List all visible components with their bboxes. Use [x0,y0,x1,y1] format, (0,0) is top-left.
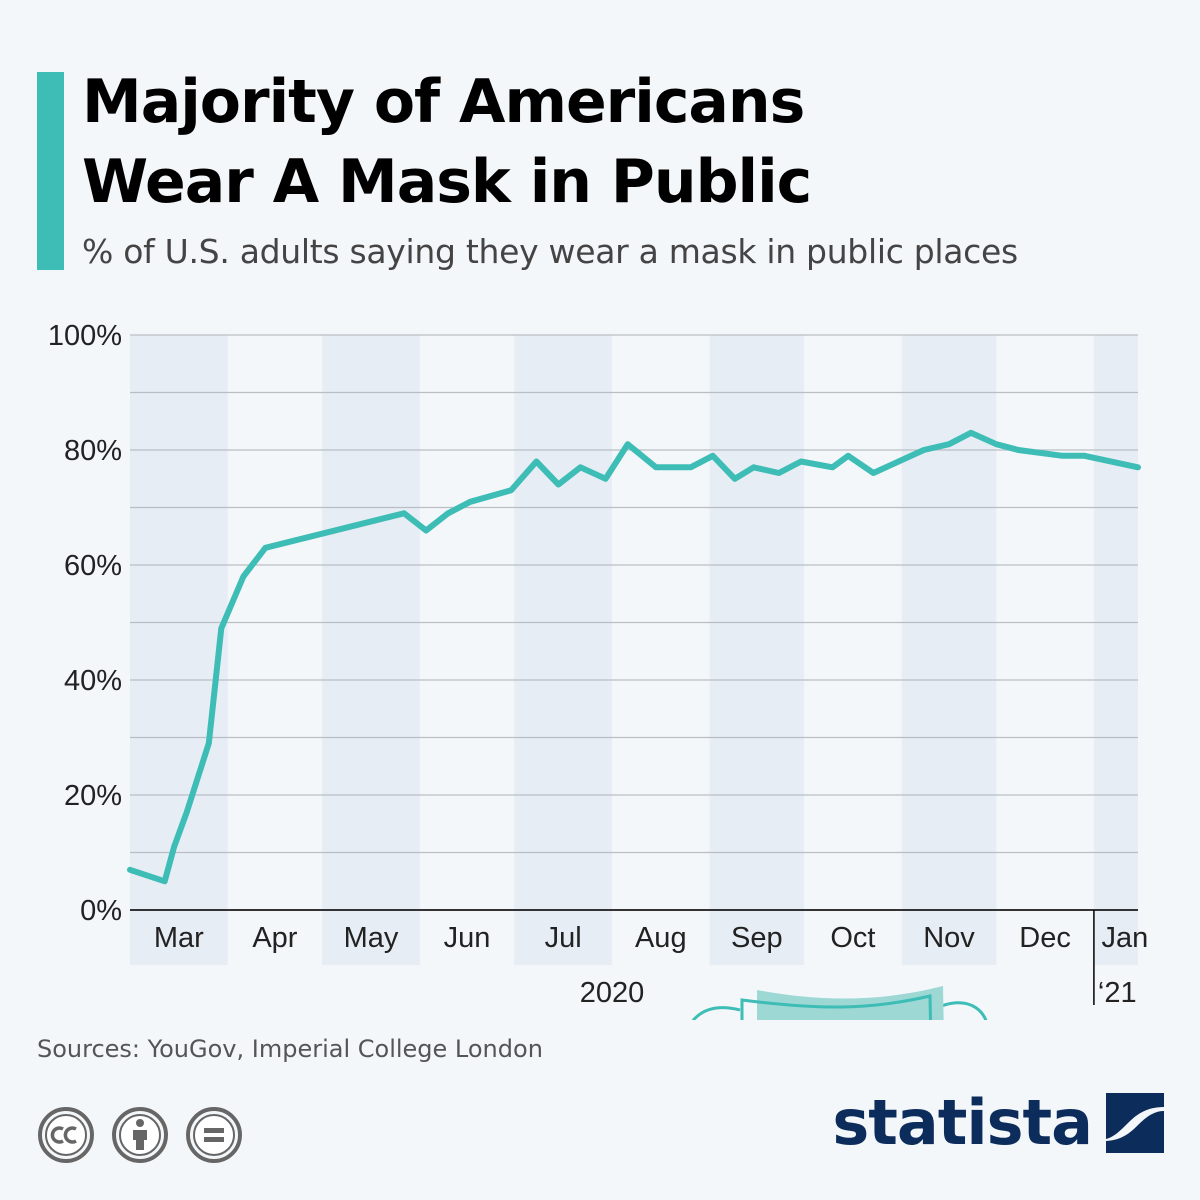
x-axis-labels: Mar Apr May Jun Jul Aug Sep Oct Nov Dec Jan [154,922,1148,954]
month-bands [130,335,1138,965]
chart-subtitle: % of U.S. adults saying they wear a mask… [82,232,1018,271]
x-tick-mar: Mar [154,922,204,954]
x-tick-nov: Nov [923,922,975,954]
statista-brand[interactable]: statista [832,1092,1164,1154]
year-label-21: ‘21 [1098,977,1137,1009]
line-chart: 0% 20% 40% 60% 80% 100% Mar Apr May Jun Jul Aug Sep… [48,320,1148,1020]
no-derivatives-icon[interactable] [185,1106,243,1164]
accent-bar [37,72,64,270]
x-tick-sep: Sep [731,922,783,954]
y-tick-0: 0% [80,895,122,927]
series-line [127,429,1141,885]
statista-logo-icon [1106,1093,1164,1153]
x-tick-may: May [344,922,399,954]
page-title: Majority of Americans Wear A Mask in Pub… [82,62,812,222]
y-tick-40: 40% [64,665,122,697]
month-band-mar [130,335,228,965]
month-band-sep [709,335,805,965]
x-tick-aug: Aug [635,922,687,954]
month-band-nov [901,335,997,965]
x-tick-apr: Apr [252,922,297,954]
title-line-1: Majority of Americans [82,67,805,137]
x-tick-jan: Jan [1102,922,1149,954]
month-band-jul [514,335,612,965]
month-band-jan [1093,335,1138,965]
year-label-2020: 2020 [580,977,645,1009]
x-tick-jul: Jul [545,922,582,954]
x-tick-oct: Oct [830,922,875,954]
license-icons [37,1106,243,1164]
x-tick-dec: Dec [1019,922,1071,954]
title-line-2: Wear A Mask in Public [82,147,812,217]
brand-name: statista [832,1086,1093,1159]
face-mask-illustration [691,986,988,1020]
sources-note: Sources: YouGov, Imperial College London [37,1035,543,1063]
attribution-icon[interactable] [111,1106,169,1164]
y-axis-labels: 0% 20% 40% 60% 80% 100% [48,320,122,927]
y-tick-20: 20% [64,780,122,812]
y-tick-100: 100% [48,320,122,352]
x-tick-jun: Jun [444,922,491,954]
cc-icon[interactable] [37,1106,95,1164]
month-band-may [322,335,420,965]
y-tick-80: 80% [64,435,122,467]
y-tick-60: 60% [64,550,122,582]
